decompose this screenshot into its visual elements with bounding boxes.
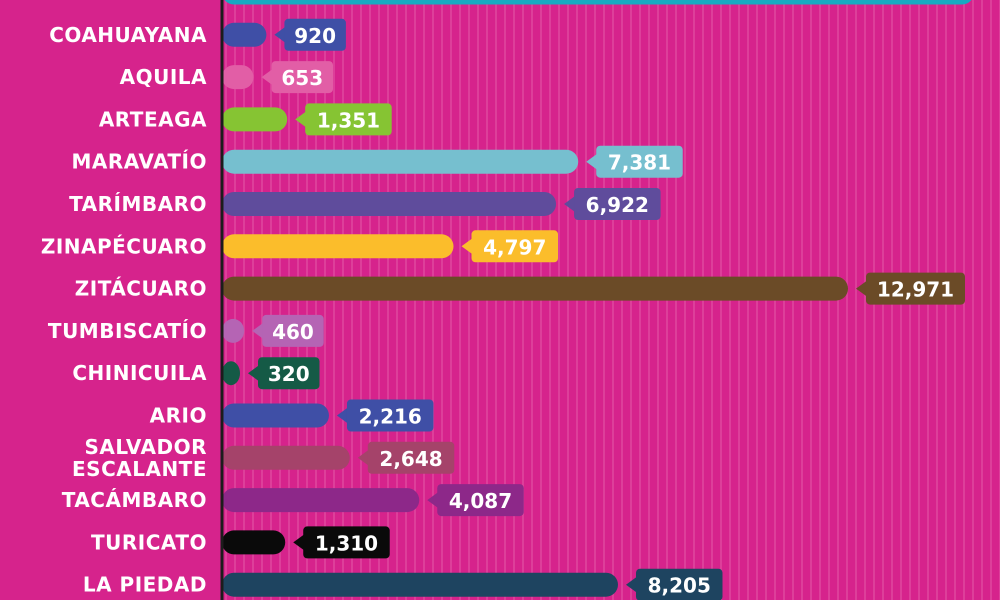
- bubble-pointer: [293, 534, 305, 551]
- value-label: 7,381: [608, 151, 671, 175]
- value-label: 2,216: [359, 405, 422, 429]
- value-bubble: [284, 18, 346, 51]
- value-bubble: [596, 145, 683, 178]
- category-label: ZINAPÉCUARO: [41, 234, 207, 258]
- value-label: 653: [281, 66, 323, 90]
- bubble-pointer: [248, 365, 259, 382]
- value-bubble: [258, 357, 320, 390]
- bubble-pointer: [274, 26, 286, 43]
- value-label: 320: [268, 362, 310, 386]
- bar: [224, 0, 972, 5]
- bar: [222, 572, 618, 597]
- value-bubble: [346, 399, 434, 432]
- category-label: TACÁMBARO: [62, 488, 207, 512]
- value-bubble: [305, 103, 392, 136]
- category-label: TURICATO: [91, 530, 207, 554]
- category-label: SALVADOR ESCALANTE: [72, 435, 207, 481]
- value-bubble: [271, 61, 334, 94]
- bar: [222, 276, 848, 301]
- value-label: 920: [294, 24, 336, 48]
- bubble-pointer: [295, 111, 307, 128]
- value-bubble: [367, 441, 455, 474]
- value-label: 12,971: [877, 278, 954, 302]
- bubble-pointer: [252, 322, 264, 339]
- category-label: COAHUAYANA: [49, 23, 207, 47]
- value-label: 1,310: [315, 531, 378, 555]
- bubble-pointer: [336, 407, 348, 424]
- bar: [222, 488, 420, 513]
- bar: [222, 318, 245, 343]
- bubble-pointer: [461, 238, 473, 255]
- value-label: 2,648: [379, 447, 442, 471]
- category-label: ARIO: [150, 404, 207, 428]
- value-label: 1,351: [317, 108, 380, 132]
- category-label: ZITÁCUARO: [75, 277, 207, 301]
- category-label: TUMBISCATÍO: [48, 319, 207, 343]
- value-bubble: [574, 188, 661, 220]
- bubble-pointer: [625, 576, 637, 593]
- bar: [222, 445, 350, 470]
- category-label: ARTEAGA: [99, 107, 207, 131]
- bubble-pointer: [357, 449, 369, 466]
- bubble-pointer: [427, 492, 439, 509]
- bar: [222, 65, 254, 90]
- category-label: LA PIEDAD: [83, 573, 207, 597]
- value-bubble: [471, 230, 559, 263]
- category-label: AQUILA: [120, 65, 207, 89]
- value-bubble: [866, 272, 965, 305]
- value-label: 4,797: [483, 235, 546, 259]
- value-bubble: [635, 568, 723, 600]
- bubble-pointer: [856, 280, 867, 297]
- bubble-pointer: [586, 153, 598, 170]
- bar: [222, 192, 557, 216]
- bar: [222, 149, 579, 174]
- bar: [222, 107, 288, 132]
- bar: [222, 361, 240, 386]
- value-label: 6,922: [586, 193, 649, 217]
- value-label: 4,087: [449, 489, 512, 513]
- category-label: TARÍMBARO: [69, 192, 207, 216]
- category-label: CHINICUILA: [72, 361, 207, 385]
- value-bubble: [437, 484, 524, 517]
- bar: [222, 403, 329, 428]
- category-label: CÁRDENAS: [81, 0, 207, 5]
- category-label: MARAVATÍO: [71, 150, 207, 174]
- bubble-pointer: [564, 196, 576, 212]
- value-label: 460: [272, 320, 314, 344]
- value-bubble: [303, 526, 390, 559]
- bar: [222, 530, 286, 555]
- value-bubble: [262, 314, 324, 347]
- value-label: 8,205: [648, 574, 711, 598]
- bubble-pointer: [261, 69, 273, 86]
- bar: [222, 234, 454, 259]
- bar: [222, 22, 267, 47]
